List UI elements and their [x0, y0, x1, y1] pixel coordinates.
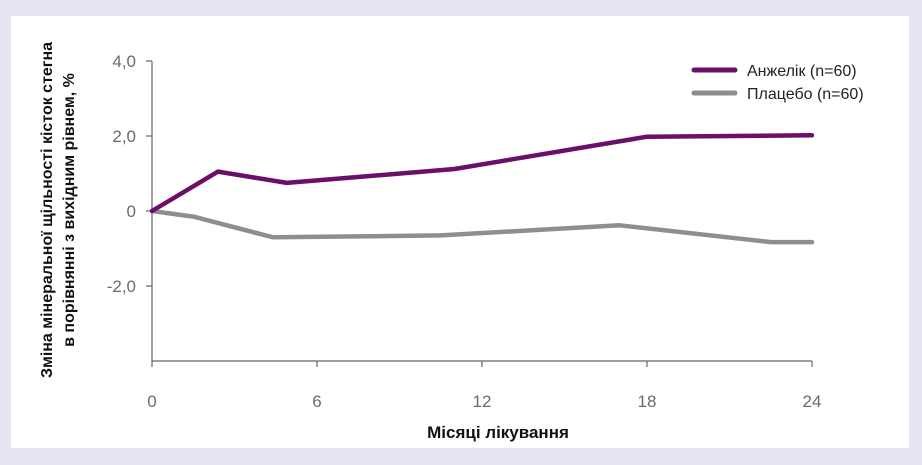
y-axis-title-line-1: Зміна мінеральної щільності кісток стегн…	[39, 42, 56, 378]
y-tick-label: 4,0	[112, 52, 136, 71]
series-line-anzhelik	[149, 133, 815, 214]
y-tick-label: 0	[127, 202, 136, 221]
x-tick-label: 6	[312, 392, 321, 411]
x-tick-label: 12	[473, 392, 492, 411]
x-tick-label: 0	[147, 392, 156, 411]
y-tick-label: -2,0	[107, 277, 136, 296]
axes	[151, 61, 812, 362]
x-tick-label: 18	[638, 392, 657, 411]
chart-panel	[11, 16, 909, 448]
x-ticks: 0 6 12 18 24	[147, 361, 821, 411]
x-axis-title: Місяці лікування	[427, 423, 569, 442]
y-axis-title: Зміна мінеральної щільності кісток стегн…	[39, 42, 78, 378]
legend: Анжелік (n=60) Плацебо (n=60)	[691, 63, 864, 103]
series-line-placebo	[149, 208, 815, 245]
y-axis-title-line-2: в порівнянні з вихідним рівнем, %	[61, 73, 78, 347]
legend-label-anzhelik: Анжелік (n=60)	[747, 63, 857, 80]
y-tick-label: 2,0	[112, 127, 136, 146]
legend-label-placebo: Плацебо (n=60)	[747, 86, 864, 103]
x-tick-label: 24	[803, 392, 822, 411]
series-layer	[149, 133, 815, 245]
y-ticks: 4,0 2,0 0 -2,0	[107, 52, 152, 296]
